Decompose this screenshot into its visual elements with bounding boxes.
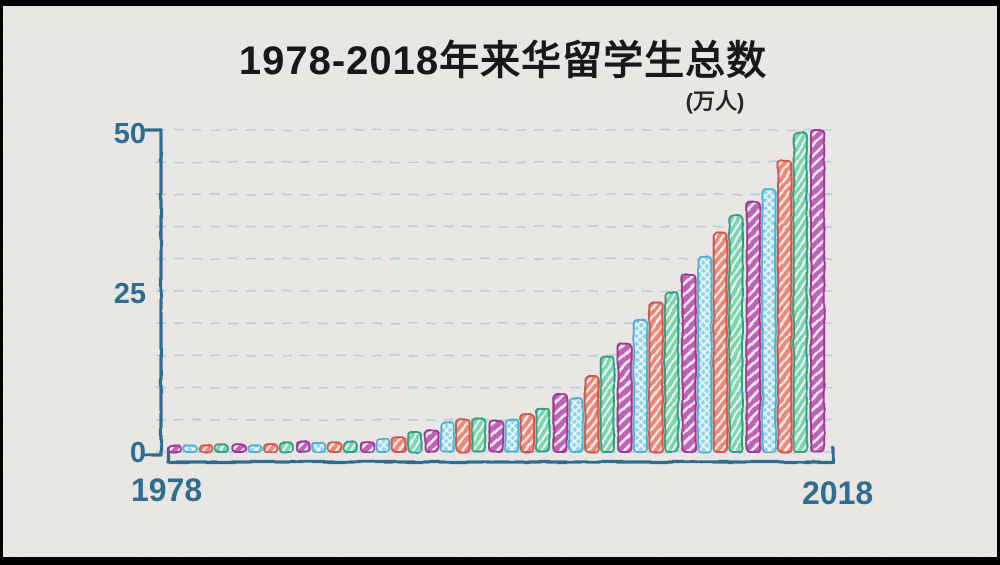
bar-1987 [311, 441, 327, 454]
bar-2009 [664, 291, 680, 453]
bar-2010 [681, 273, 697, 453]
y-axis-tick-25: 25 [113, 278, 146, 310]
bar-1980 [198, 443, 214, 453]
x-axis-label-2018: 2018 [802, 475, 874, 511]
bar-1982 [231, 443, 247, 454]
bar-2014 [745, 201, 761, 453]
bar-2008 [648, 300, 664, 453]
bar-2002 [552, 393, 568, 454]
x-axis-label-1978: 1978 [131, 472, 203, 508]
bar-1990 [359, 440, 376, 454]
bar-1999 [504, 418, 520, 453]
bar-1979 [182, 444, 198, 453]
bar-2004 [584, 375, 600, 453]
chart-title: 1978-2018年来华留学生总数 [238, 39, 768, 83]
bar-1994 [424, 429, 440, 454]
bar-2005 [599, 355, 615, 453]
bar-2011 [697, 255, 713, 453]
bar-2015 [761, 188, 777, 454]
bar-1995 [439, 421, 456, 454]
bar-1998 [488, 419, 504, 453]
bar-1988 [326, 441, 343, 453]
bar-2012 [712, 232, 728, 453]
y-axis-line [144, 128, 163, 457]
y-axis-tick-50: 50 [113, 118, 146, 150]
bar-1978 [167, 444, 183, 453]
paper-background: 1978-2018年来华留学生总数 (万人) 50 25 0 1978 2018 [3, 6, 997, 557]
bar-2017 [792, 131, 808, 454]
bar-1991 [375, 438, 391, 453]
unit-label: (万人) [685, 89, 745, 114]
bar-2000 [519, 413, 535, 454]
bar-1989 [342, 440, 358, 454]
bar-2016 [777, 159, 793, 454]
bar-2007 [632, 318, 648, 454]
bar-2003 [568, 397, 584, 454]
bar-2018 [810, 129, 826, 453]
bar-1983 [246, 443, 263, 453]
y-axis-tick-0: 0 [129, 437, 146, 469]
bar-1996 [455, 418, 471, 453]
bar-1984 [262, 442, 278, 453]
bar-2013 [728, 214, 744, 453]
bar-1997 [471, 417, 487, 453]
bar-1993 [406, 431, 423, 454]
bar-2006 [617, 342, 633, 454]
bar-1986 [295, 440, 311, 454]
bar-2001 [535, 407, 551, 453]
bar-1992 [391, 436, 407, 453]
bar-1985 [278, 441, 294, 453]
bar-1981 [213, 443, 230, 453]
